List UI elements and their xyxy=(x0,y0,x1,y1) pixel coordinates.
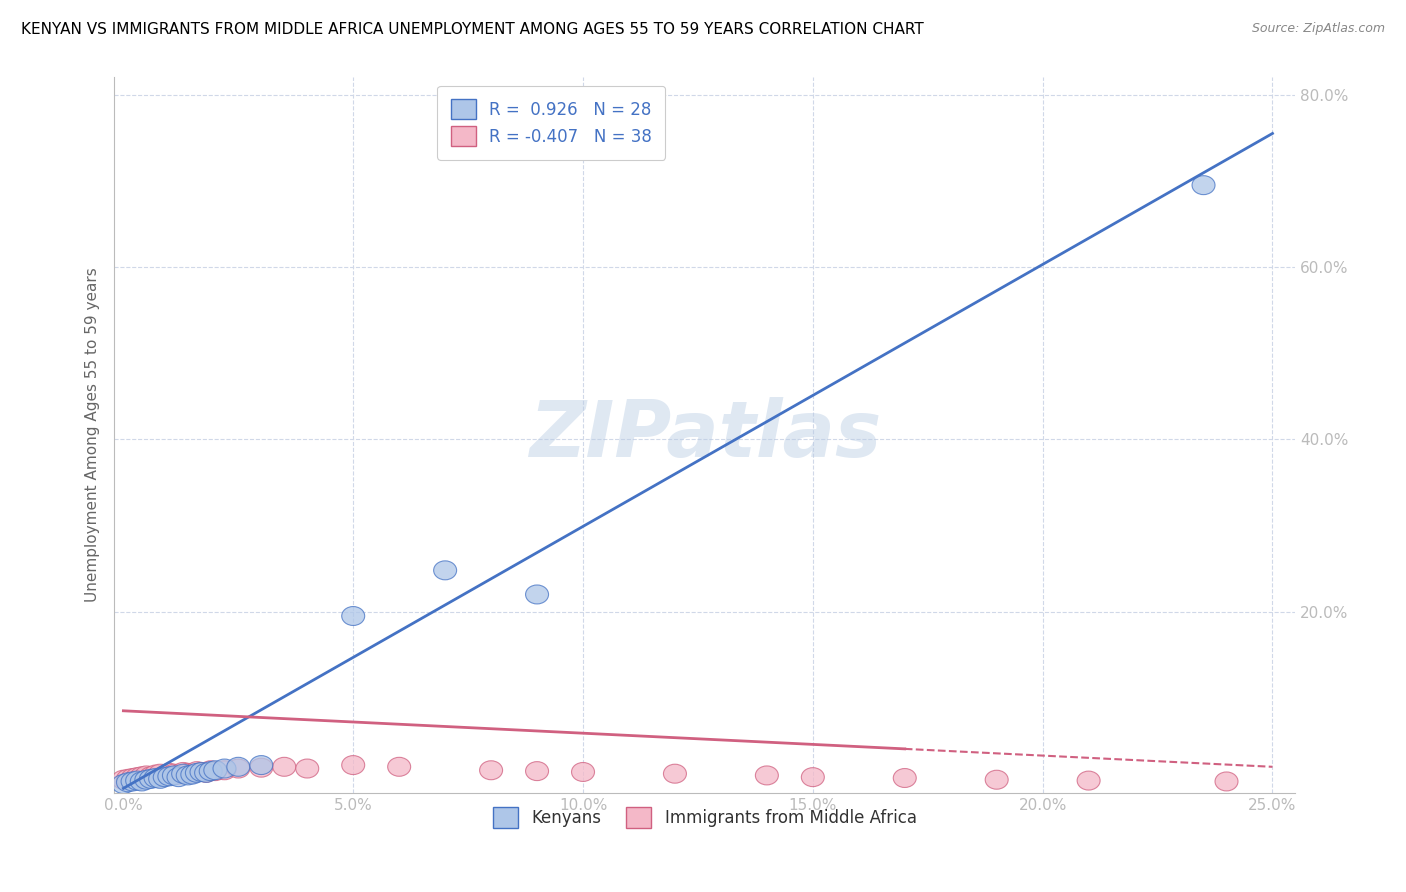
Ellipse shape xyxy=(190,763,214,781)
Ellipse shape xyxy=(388,757,411,776)
Ellipse shape xyxy=(250,756,273,774)
Ellipse shape xyxy=(163,766,186,785)
Ellipse shape xyxy=(200,762,222,780)
Ellipse shape xyxy=(172,764,194,783)
Ellipse shape xyxy=(273,757,295,776)
Ellipse shape xyxy=(135,771,157,789)
Ellipse shape xyxy=(1192,176,1215,194)
Ellipse shape xyxy=(112,774,135,794)
Ellipse shape xyxy=(121,769,143,788)
Ellipse shape xyxy=(755,766,779,785)
Ellipse shape xyxy=(526,762,548,780)
Ellipse shape xyxy=(143,765,167,784)
Ellipse shape xyxy=(1215,772,1239,791)
Ellipse shape xyxy=(1077,771,1099,790)
Ellipse shape xyxy=(181,765,204,784)
Ellipse shape xyxy=(139,770,163,789)
Ellipse shape xyxy=(117,772,139,792)
Ellipse shape xyxy=(121,772,143,791)
Ellipse shape xyxy=(157,764,181,782)
Legend: Kenyans, Immigrants from Middle Africa: Kenyans, Immigrants from Middle Africa xyxy=(486,801,924,834)
Ellipse shape xyxy=(226,759,250,778)
Ellipse shape xyxy=(167,768,190,787)
Ellipse shape xyxy=(125,771,149,790)
Ellipse shape xyxy=(664,764,686,783)
Ellipse shape xyxy=(153,768,176,787)
Ellipse shape xyxy=(571,763,595,781)
Ellipse shape xyxy=(190,763,214,781)
Ellipse shape xyxy=(131,767,153,786)
Text: Source: ZipAtlas.com: Source: ZipAtlas.com xyxy=(1251,22,1385,36)
Ellipse shape xyxy=(801,768,824,787)
Ellipse shape xyxy=(194,764,218,782)
Ellipse shape xyxy=(181,764,204,783)
Ellipse shape xyxy=(112,771,135,789)
Ellipse shape xyxy=(157,767,181,786)
Ellipse shape xyxy=(526,585,548,604)
Ellipse shape xyxy=(893,769,917,788)
Ellipse shape xyxy=(342,756,364,774)
Ellipse shape xyxy=(342,607,364,625)
Ellipse shape xyxy=(214,759,236,778)
Ellipse shape xyxy=(214,761,236,780)
Ellipse shape xyxy=(176,766,200,785)
Ellipse shape xyxy=(149,764,172,783)
Ellipse shape xyxy=(200,761,222,780)
Ellipse shape xyxy=(135,766,157,785)
Ellipse shape xyxy=(186,762,208,780)
Ellipse shape xyxy=(250,758,273,777)
Ellipse shape xyxy=(172,763,194,781)
Ellipse shape xyxy=(139,767,163,786)
Ellipse shape xyxy=(186,764,208,782)
Ellipse shape xyxy=(176,764,200,782)
Ellipse shape xyxy=(433,561,457,580)
Text: ZIPatlas: ZIPatlas xyxy=(529,397,882,473)
Text: KENYAN VS IMMIGRANTS FROM MIDDLE AFRICA UNEMPLOYMENT AMONG AGES 55 TO 59 YEARS C: KENYAN VS IMMIGRANTS FROM MIDDLE AFRICA … xyxy=(21,22,924,37)
Ellipse shape xyxy=(204,762,226,780)
Ellipse shape xyxy=(149,770,172,789)
Ellipse shape xyxy=(131,772,153,791)
Ellipse shape xyxy=(479,761,502,780)
Ellipse shape xyxy=(117,770,139,789)
Ellipse shape xyxy=(163,764,186,783)
Y-axis label: Unemployment Among Ages 55 to 59 years: Unemployment Among Ages 55 to 59 years xyxy=(86,268,100,602)
Ellipse shape xyxy=(125,768,149,787)
Ellipse shape xyxy=(167,765,190,784)
Ellipse shape xyxy=(295,759,319,778)
Ellipse shape xyxy=(153,766,176,785)
Ellipse shape xyxy=(143,769,167,788)
Ellipse shape xyxy=(226,757,250,776)
Ellipse shape xyxy=(204,761,226,780)
Ellipse shape xyxy=(986,771,1008,789)
Ellipse shape xyxy=(194,764,218,782)
